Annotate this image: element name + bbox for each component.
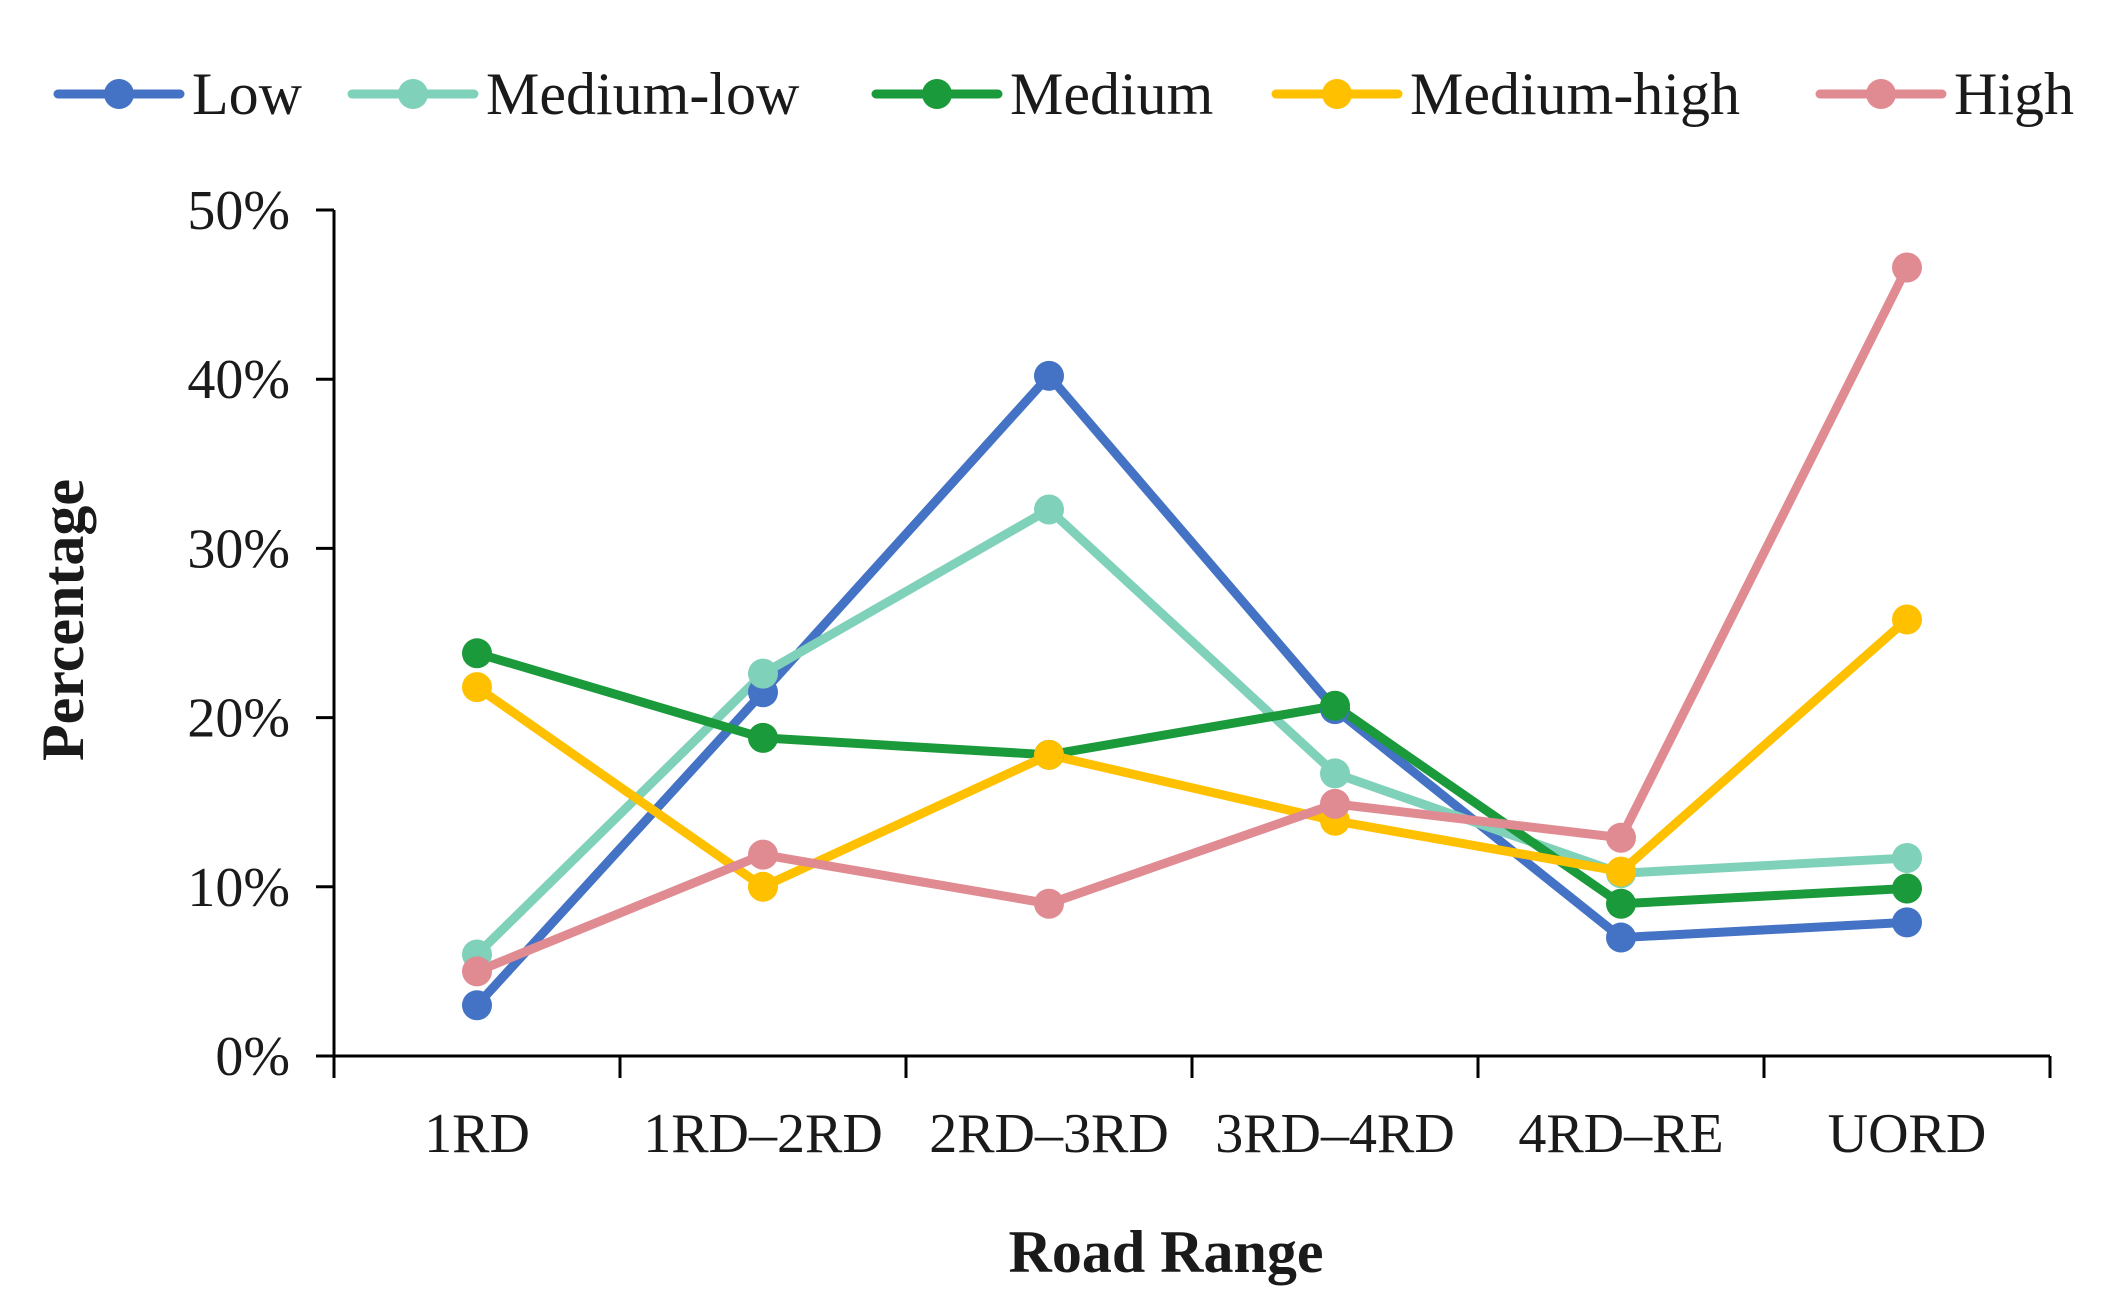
point-medium-high bbox=[462, 672, 492, 703]
point-medium bbox=[1606, 888, 1636, 919]
x-tick-label: 1RD bbox=[424, 1103, 530, 1165]
series-line-medium-high bbox=[472, 614, 1912, 892]
y-axis-title: Percentage bbox=[30, 479, 96, 761]
legend: Low Medium-low Medium Medium-high High bbox=[53, 61, 2074, 127]
x-tick-label: UORD bbox=[1828, 1103, 1987, 1165]
legend-label: Medium-high bbox=[1410, 61, 1740, 127]
y-tick-label: 0% bbox=[215, 1026, 290, 1088]
y-tick-label: 20% bbox=[187, 688, 290, 750]
x-tick-label: 2RD–3RD bbox=[929, 1103, 1169, 1165]
legend-label: Medium bbox=[1010, 61, 1213, 127]
point-high bbox=[748, 839, 778, 870]
point-high bbox=[1606, 822, 1636, 853]
legend-item-medium-high: Medium-high bbox=[1271, 61, 1740, 127]
series-lines bbox=[472, 263, 1912, 1010]
x-tick-label: 4RD–RE bbox=[1518, 1103, 1723, 1165]
legend-item-low: Low bbox=[53, 61, 303, 127]
legend-swatch-marker bbox=[1866, 79, 1896, 109]
point-medium bbox=[1320, 690, 1350, 721]
point-high bbox=[1892, 252, 1922, 283]
legend-item-medium-low: Medium-low bbox=[347, 61, 800, 127]
legend-label: Low bbox=[192, 61, 303, 127]
point-medium bbox=[1892, 873, 1922, 904]
series-line-high bbox=[472, 263, 1912, 976]
y-tick-label: 50% bbox=[187, 180, 290, 242]
point-high bbox=[1320, 788, 1350, 819]
legend-label: High bbox=[1954, 61, 2074, 127]
legend-item-high: High bbox=[1815, 61, 2074, 127]
x-axis-title: Road Range bbox=[1008, 1219, 1323, 1285]
point-medium-low bbox=[1034, 494, 1064, 525]
legend-swatch-marker bbox=[1322, 79, 1352, 109]
point-medium bbox=[748, 722, 778, 753]
series-line-low bbox=[472, 371, 1912, 1010]
legend-swatch-marker bbox=[398, 79, 428, 109]
series-markers bbox=[462, 252, 1922, 1021]
point-medium bbox=[462, 638, 492, 669]
point-low bbox=[1606, 922, 1636, 953]
legend-item-medium: Medium bbox=[871, 61, 1213, 127]
point-medium-high bbox=[1606, 856, 1636, 887]
y-tick-label: 10% bbox=[187, 857, 290, 919]
point-medium-high bbox=[748, 871, 778, 902]
point-medium-high bbox=[1892, 604, 1922, 635]
x-tick-label: 1RD–2RD bbox=[643, 1103, 883, 1165]
axes: 0% 10% 20% 30% 40% 50% 1RD 1RD–2RD 2RD–3RD 3RD–4R… bbox=[187, 180, 2052, 1165]
legend-swatch-marker bbox=[922, 79, 952, 109]
point-low bbox=[1892, 907, 1922, 938]
point-low bbox=[1034, 360, 1064, 391]
point-high bbox=[1034, 888, 1064, 919]
point-medium-low bbox=[1320, 758, 1350, 789]
point-low bbox=[462, 990, 492, 1021]
x-tick-label: 3RD–4RD bbox=[1215, 1103, 1455, 1165]
point-medium-low bbox=[748, 658, 778, 689]
point-high bbox=[462, 956, 492, 987]
series-line-medium bbox=[472, 648, 1912, 909]
y-tick-label: 30% bbox=[187, 518, 290, 580]
point-medium-low bbox=[1892, 843, 1922, 874]
legend-swatch-marker bbox=[104, 79, 134, 109]
point-medium-high bbox=[1034, 739, 1064, 770]
legend-label: Medium-low bbox=[486, 61, 800, 127]
y-tick-label: 40% bbox=[187, 349, 290, 411]
